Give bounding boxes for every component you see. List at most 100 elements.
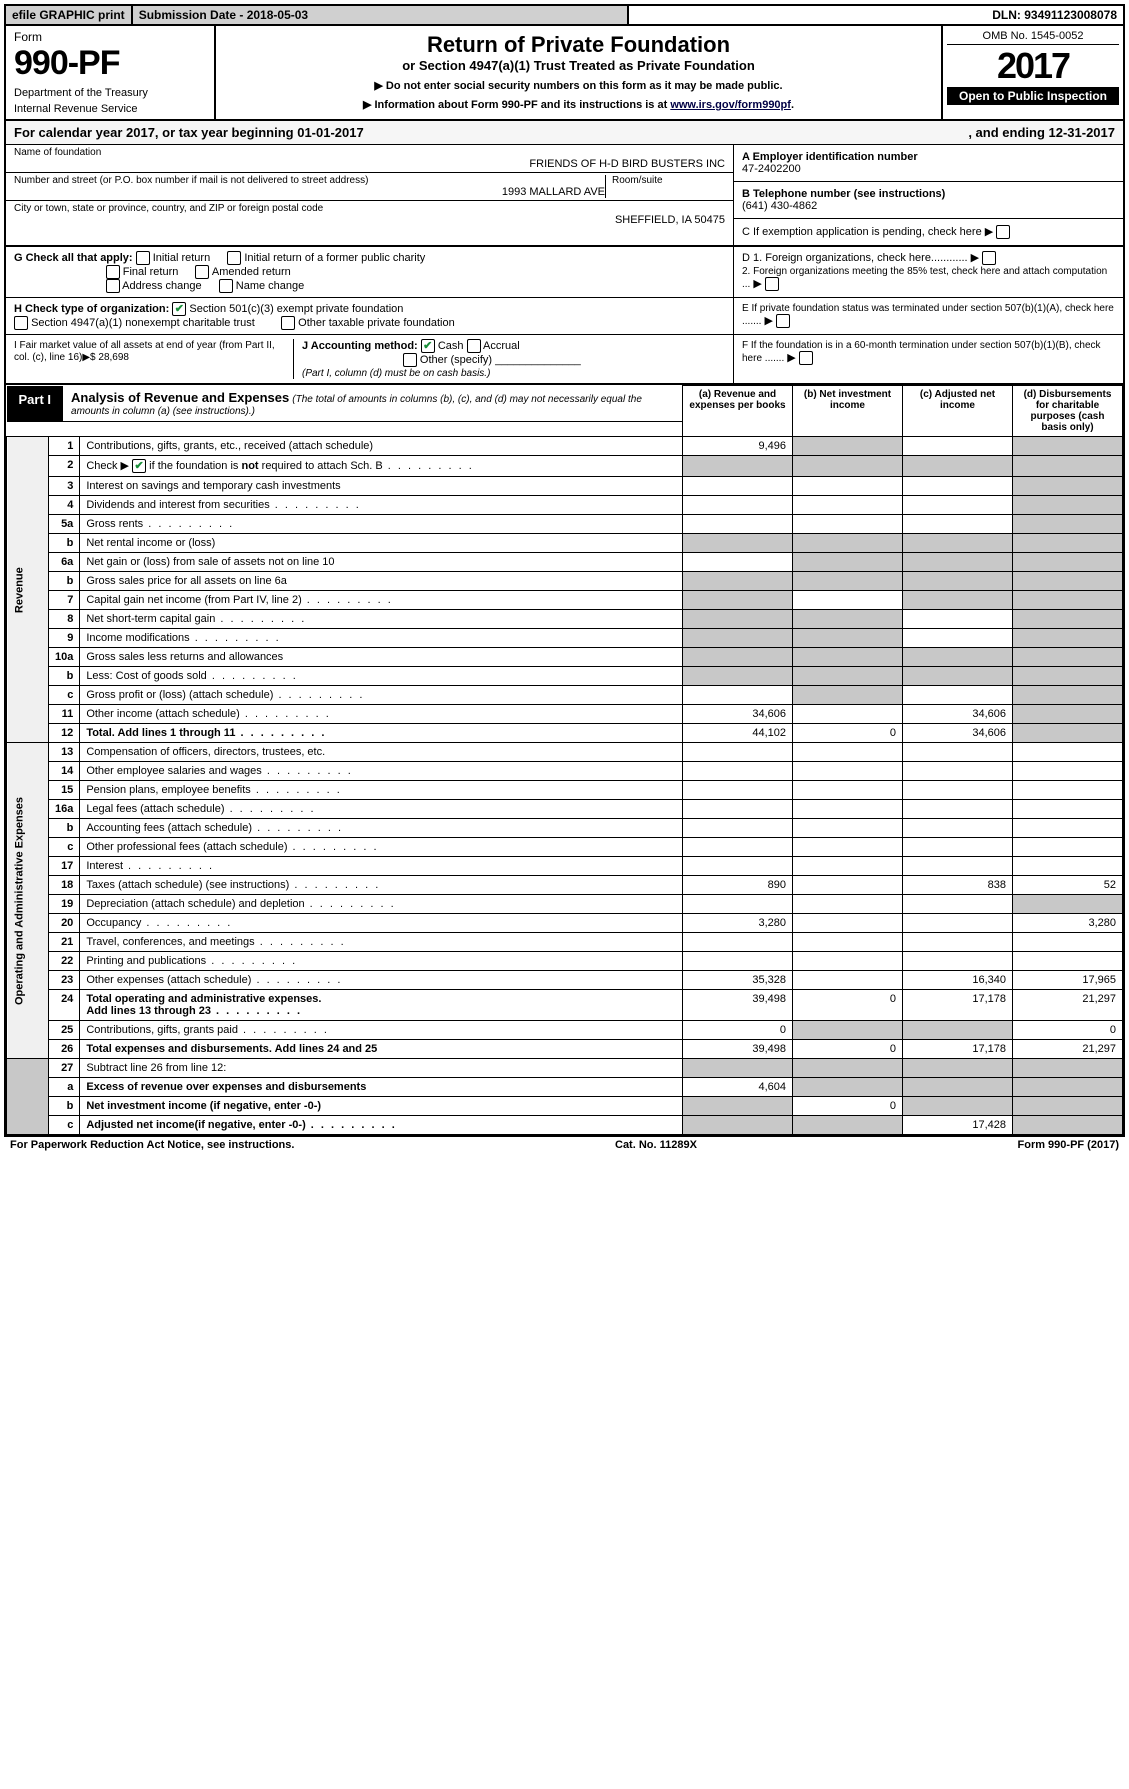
- row-desc: Other expenses (attach schedule): [80, 971, 683, 990]
- other-taxable-checkbox[interactable]: [281, 316, 295, 330]
- row-num: 4: [48, 496, 79, 515]
- initial-former-checkbox[interactable]: [227, 251, 241, 265]
- e-checkbox[interactable]: [776, 314, 790, 328]
- row-num: b: [48, 534, 79, 553]
- table-row: bAccounting fees (attach schedule): [7, 819, 1123, 838]
- amended-return-checkbox[interactable]: [195, 265, 209, 279]
- cash-checkbox[interactable]: [421, 339, 435, 353]
- d1-checkbox[interactable]: [982, 251, 996, 265]
- form-header-mid: Return of Private Foundation or Section …: [216, 26, 943, 119]
- ein-label: A Employer identification number: [742, 151, 1115, 163]
- addr-label: Number and street (or P.O. box number if…: [14, 175, 605, 186]
- accrual-checkbox[interactable]: [467, 339, 481, 353]
- efile-print-label[interactable]: efile GRAPHIC print: [6, 6, 133, 24]
- row-desc: Compensation of officers, directors, tru…: [80, 743, 683, 762]
- row-num: a: [48, 1078, 79, 1097]
- city-label: City or town, state or province, country…: [14, 203, 725, 214]
- table-row: 12Total. Add lines 1 through 1144,102034…: [7, 724, 1123, 743]
- other-taxable-label: Other taxable private foundation: [298, 317, 455, 329]
- cell-value: 0: [683, 1021, 793, 1040]
- row-num: 2: [48, 456, 79, 477]
- final-return-label: Final return: [123, 266, 179, 278]
- cell-value: 890: [683, 876, 793, 895]
- cell-value: 0: [793, 1097, 903, 1116]
- cell-value: 17,178: [903, 990, 1013, 1021]
- 4947-checkbox[interactable]: [14, 316, 28, 330]
- identity-right: A Employer identification number 47-2402…: [733, 145, 1123, 245]
- row-desc: Total expenses and disbursements. Add li…: [80, 1040, 683, 1059]
- row-num: 21: [48, 933, 79, 952]
- cell-value: 9,496: [683, 437, 793, 456]
- row-num: c: [48, 1116, 79, 1135]
- cal-year-right: , and ending 12-31-2017: [968, 125, 1115, 140]
- row-desc: Capital gain net income (from Part IV, l…: [80, 591, 683, 610]
- row-desc: Check ▶ if the foundation is not require…: [80, 456, 683, 477]
- form-number: 990-PF: [14, 44, 206, 83]
- cell-value: 39,498: [683, 1040, 793, 1059]
- submission-date: Submission Date - 2018-05-03: [133, 6, 629, 24]
- table-row: 18Taxes (attach schedule) (see instructi…: [7, 876, 1123, 895]
- table-row: 6aNet gain or (loss) from sale of assets…: [7, 553, 1123, 572]
- table-row: 26Total expenses and disbursements. Add …: [7, 1040, 1123, 1059]
- table-row: 8Net short-term capital gain: [7, 610, 1123, 629]
- info-note-pre: ▶ Information about Form 990-PF and its …: [363, 99, 670, 111]
- instructions-link[interactable]: www.irs.gov/form990pf: [670, 99, 791, 111]
- cell-value: 0: [793, 1040, 903, 1059]
- row-desc: Subtract line 26 from line 12:: [80, 1059, 683, 1078]
- expenses-section-label: Operating and Administrative Expenses: [7, 743, 49, 1059]
- name-change-checkbox[interactable]: [219, 279, 233, 293]
- row-num: 16a: [48, 800, 79, 819]
- row-desc: Total. Add lines 1 through 11: [80, 724, 683, 743]
- row-num: 3: [48, 477, 79, 496]
- col-d-header: (d) Disbursements for charitable purpose…: [1013, 386, 1123, 437]
- table-row: bNet rental income or (loss): [7, 534, 1123, 553]
- city-value: SHEFFIELD, IA 50475: [14, 214, 725, 226]
- table-row: 11Other income (attach schedule)34,60634…: [7, 705, 1123, 724]
- schb-checkbox[interactable]: [132, 459, 146, 473]
- part1-tab: Part I: [7, 386, 64, 421]
- row-desc: Travel, conferences, and meetings: [80, 933, 683, 952]
- table-row: 16aLegal fees (attach schedule): [7, 800, 1123, 819]
- row-num: 26: [48, 1040, 79, 1059]
- table-row: 21Travel, conferences, and meetings: [7, 933, 1123, 952]
- cell-value: 44,102: [683, 724, 793, 743]
- cell-value: 21,297: [1013, 990, 1123, 1021]
- other-method-checkbox[interactable]: [403, 353, 417, 367]
- address-change-label: Address change: [122, 280, 202, 292]
- row-desc: Net investment income (if negative, ente…: [80, 1097, 683, 1116]
- name-label: Name of foundation: [14, 147, 725, 158]
- table-row: Operating and Administrative Expenses 13…: [7, 743, 1123, 762]
- row-desc: Adjusted net income(if negative, enter -…: [80, 1116, 683, 1135]
- row-desc: Interest on savings and temporary cash i…: [80, 477, 683, 496]
- table-row: 14Other employee salaries and wages: [7, 762, 1123, 781]
- table-row: 9Income modifications: [7, 629, 1123, 648]
- tax-year: 2017: [947, 45, 1119, 87]
- cell-value: 52: [1013, 876, 1123, 895]
- d2-checkbox[interactable]: [765, 277, 779, 291]
- table-row: 15Pension plans, employee benefits: [7, 781, 1123, 800]
- form-header: Form 990-PF Department of the Treasury I…: [6, 26, 1123, 121]
- table-row: 20Occupancy3,2803,280: [7, 914, 1123, 933]
- row-num: 27: [48, 1059, 79, 1078]
- exemption-pending-label: C If exemption application is pending, c…: [742, 226, 982, 238]
- cell-value: 34,606: [903, 705, 1013, 724]
- initial-return-checkbox[interactable]: [136, 251, 150, 265]
- cat-no: Cat. No. 11289X: [615, 1139, 697, 1151]
- 501c3-checkbox[interactable]: [172, 302, 186, 316]
- dln-label: DLN: 93491123008078: [629, 6, 1123, 24]
- f-checkbox[interactable]: [799, 351, 813, 365]
- row-desc: Legal fees (attach schedule): [80, 800, 683, 819]
- table-row: 23Other expenses (attach schedule)35,328…: [7, 971, 1123, 990]
- row-desc: Income modifications: [80, 629, 683, 648]
- table-row: cGross profit or (loss) (attach schedule…: [7, 686, 1123, 705]
- initial-return-label: Initial return: [153, 252, 210, 264]
- exemption-pending-checkbox[interactable]: [996, 225, 1010, 239]
- final-return-checkbox[interactable]: [106, 265, 120, 279]
- row-num: 20: [48, 914, 79, 933]
- row-desc: Gross sales price for all assets on line…: [80, 572, 683, 591]
- row-num: 1: [48, 437, 79, 456]
- identity-left: Name of foundation FRIENDS OF H-D BIRD B…: [6, 145, 733, 245]
- address-change-checkbox[interactable]: [106, 279, 120, 293]
- table-row: 3Interest on savings and temporary cash …: [7, 477, 1123, 496]
- row-num: 11: [48, 705, 79, 724]
